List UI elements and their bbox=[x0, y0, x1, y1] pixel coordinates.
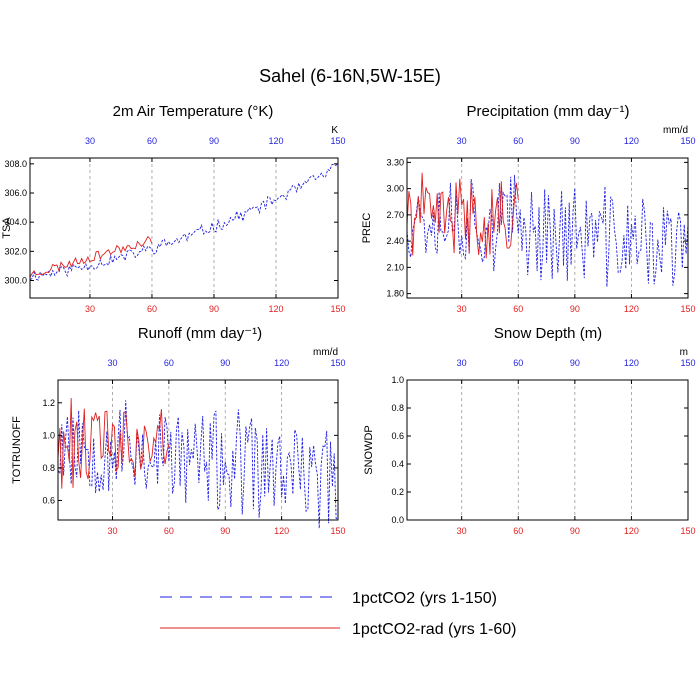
x-tick-label-top: 90 bbox=[209, 136, 219, 146]
series-line-1pctco2 bbox=[406, 174, 689, 287]
y-tick-label: 0.6 bbox=[42, 495, 55, 505]
x-tick-label-top: 30 bbox=[457, 358, 467, 368]
y-tick-label: 306.0 bbox=[4, 188, 27, 198]
x-tick-label-bottom: 60 bbox=[164, 526, 174, 536]
x-tick-label-bottom: 150 bbox=[680, 304, 695, 314]
x-tick-label-top: 150 bbox=[330, 136, 345, 146]
series-line-1pctco2-rad bbox=[29, 235, 153, 278]
y-tick-label: 1.80 bbox=[386, 289, 404, 299]
unit-label: m bbox=[680, 347, 688, 358]
y-tick-label: 300.0 bbox=[4, 276, 27, 286]
x-tick-label-bottom: 150 bbox=[330, 526, 345, 536]
x-tick-label-bottom: 30 bbox=[85, 304, 95, 314]
x-tick-label-bottom: 90 bbox=[570, 526, 580, 536]
panel-title: Precipitation (mm day⁻¹) bbox=[467, 103, 630, 120]
panel-title: 2m Air Temperature (°K) bbox=[113, 103, 274, 120]
y-axis-label: PREC bbox=[361, 213, 373, 244]
y-tick-label: 3.30 bbox=[386, 157, 404, 167]
x-tick-label-bottom: 150 bbox=[330, 304, 345, 314]
panel-title: Runoff (mm day⁻¹) bbox=[138, 325, 262, 342]
y-tick-label: 2.10 bbox=[386, 262, 404, 272]
series-line-1pctco2 bbox=[29, 162, 339, 281]
x-tick-label-top: 120 bbox=[274, 358, 289, 368]
panel-1: Precipitation (mm day⁻¹) 1.80 2.10 2.40 2.70… bbox=[361, 103, 696, 314]
figure-title: Sahel (6-16N,5W-15E) bbox=[259, 66, 441, 86]
x-tick-label-bottom: 150 bbox=[680, 526, 695, 536]
y-tick-label: 308.0 bbox=[4, 159, 27, 169]
x-tick-label-bottom: 120 bbox=[624, 304, 639, 314]
y-tick-label: 0.6 bbox=[391, 431, 404, 441]
x-tick-label-bottom: 60 bbox=[513, 526, 523, 536]
series-line-1pctco2 bbox=[57, 400, 339, 529]
x-tick-label-bottom: 60 bbox=[147, 304, 157, 314]
x-tick-label-top: 150 bbox=[680, 358, 695, 368]
legend-label: 1pctCO2 (yrs 1-150) bbox=[352, 590, 497, 607]
y-tick-label: 1.2 bbox=[42, 398, 55, 408]
y-axis-label: TOTRUNOFF bbox=[11, 416, 23, 484]
y-axis-label: SNOWDP bbox=[363, 425, 375, 475]
plot-frame bbox=[406, 379, 689, 521]
x-tick-label-top: 60 bbox=[513, 358, 523, 368]
y-tick-label: 0.2 bbox=[391, 487, 404, 497]
x-tick-label-top: 60 bbox=[513, 136, 523, 146]
x-tick-label-top: 120 bbox=[624, 136, 639, 146]
unit-label: mm/d bbox=[663, 125, 688, 136]
x-tick-label-bottom: 120 bbox=[274, 526, 289, 536]
x-tick-label-top: 120 bbox=[268, 136, 283, 146]
x-tick-label-top: 60 bbox=[164, 358, 174, 368]
x-tick-label-bottom: 30 bbox=[457, 304, 467, 314]
x-tick-label-top: 150 bbox=[680, 136, 695, 146]
panel-2: Runoff (mm day⁻¹) 0.6 0.8 1.0 1.2 30 30 60 60 90 9… bbox=[11, 325, 346, 536]
legend-item-0: 1pctCO2 (yrs 1-150) bbox=[160, 590, 497, 607]
x-tick-label-bottom: 90 bbox=[220, 526, 230, 536]
y-axis-label: TSA bbox=[1, 217, 13, 239]
panel-title: Snow Depth (m) bbox=[494, 325, 602, 342]
x-tick-label-bottom: 30 bbox=[107, 526, 117, 536]
x-tick-label-bottom: 120 bbox=[268, 304, 283, 314]
y-tick-label: 1.0 bbox=[42, 430, 55, 440]
y-tick-label: 3.00 bbox=[386, 184, 404, 194]
plot-frame bbox=[406, 157, 689, 299]
series-line-1pctco2-rad bbox=[57, 398, 170, 489]
x-tick-label-top: 150 bbox=[330, 358, 345, 368]
y-tick-label: 0.4 bbox=[391, 459, 404, 469]
legend-label: 1pctCO2-rad (yrs 1-60) bbox=[352, 621, 517, 638]
legend-item-1: 1pctCO2-rad (yrs 1-60) bbox=[160, 621, 517, 638]
series-line-1pctco2-rad bbox=[406, 172, 519, 259]
y-tick-label: 2.70 bbox=[386, 210, 404, 220]
y-tick-label: 1.0 bbox=[391, 375, 404, 385]
x-tick-label-top: 30 bbox=[107, 358, 117, 368]
x-tick-label-top: 30 bbox=[85, 136, 95, 146]
unit-label: K bbox=[331, 125, 338, 136]
y-tick-label: 302.0 bbox=[4, 246, 27, 256]
y-tick-label: 0.0 bbox=[391, 515, 404, 525]
panel-3: Snow Depth (m) 0.0 0.2 0.4 0.6 0.8 1.0 30 30 60 60… bbox=[363, 325, 696, 536]
x-tick-label-top: 60 bbox=[147, 136, 157, 146]
plot-frame bbox=[57, 379, 339, 521]
unit-label: mm/d bbox=[313, 347, 338, 358]
x-tick-label-top: 30 bbox=[457, 136, 467, 146]
y-tick-label: 0.8 bbox=[42, 463, 55, 473]
x-tick-label-bottom: 90 bbox=[570, 304, 580, 314]
x-tick-label-top: 90 bbox=[570, 136, 580, 146]
x-tick-label-bottom: 90 bbox=[209, 304, 219, 314]
y-tick-label: 304.0 bbox=[4, 217, 27, 227]
x-tick-label-bottom: 120 bbox=[624, 526, 639, 536]
plot-frame bbox=[29, 157, 339, 299]
panel-0: 2m Air Temperature (°K) 300.0 302.0 304.0 30… bbox=[1, 103, 346, 314]
x-tick-label-bottom: 30 bbox=[457, 526, 467, 536]
x-tick-label-top: 90 bbox=[220, 358, 230, 368]
x-tick-label-top: 90 bbox=[570, 358, 580, 368]
x-tick-label-bottom: 60 bbox=[513, 304, 523, 314]
x-tick-label-top: 120 bbox=[624, 358, 639, 368]
y-tick-label: 0.8 bbox=[391, 403, 404, 413]
y-tick-label: 2.40 bbox=[386, 236, 404, 246]
